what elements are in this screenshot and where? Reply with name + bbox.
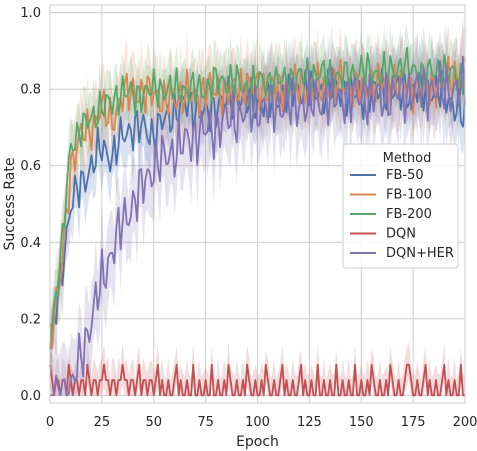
band-fb-50 — [50, 35, 465, 384]
x-tick-label: 150 — [349, 415, 374, 430]
x-axis-label: Epoch — [236, 434, 279, 450]
series-lines — [49, 46, 466, 397]
x-tick-labels: 0 25 50 75 100 125 150 175 200 — [46, 415, 477, 430]
legend-label: FB-100 — [386, 188, 432, 203]
x-tick-label: 0 — [46, 415, 54, 430]
x-tick-label: 50 — [145, 415, 162, 430]
legend-label: DQN — [386, 227, 416, 242]
x-tick-label: 200 — [453, 415, 477, 430]
y-tick-label: 0.4 — [20, 236, 41, 251]
y-tick-label: 0.0 — [20, 389, 41, 404]
y-tick-label: 0.6 — [20, 159, 41, 174]
x-tick-label: 75 — [197, 415, 214, 430]
y-axis-label: Success Rate — [2, 158, 18, 251]
legend-label: FB-50 — [386, 168, 424, 183]
plot-frame — [49, 4, 466, 404]
band-fb-100 — [50, 23, 465, 380]
x-tick-label: 100 — [245, 415, 270, 430]
x-tick-label: 25 — [94, 415, 111, 430]
x-tick-label: 175 — [401, 415, 426, 430]
band-fb-200 — [50, 22, 465, 369]
legend-items: FB-50 FB-100 FB-200 DQN DQN+HER — [350, 168, 454, 261]
y-tick-label: 1.0 — [20, 6, 41, 21]
line-fb-100 — [49, 55, 466, 350]
legend: Method FB-50 FB-100 FB-200 DQN DQN+HER — [342, 143, 459, 269]
legend-label: FB-200 — [386, 207, 432, 222]
y-tick-label: 0.8 — [20, 83, 41, 98]
x-tick-label: 125 — [297, 415, 322, 430]
y-tick-labels: 0.0 0.2 0.4 0.6 0.8 1.0 — [20, 6, 41, 404]
line-dqn — [49, 363, 465, 397]
line-fb-200 — [49, 46, 466, 345]
y-tick-label: 0.2 — [20, 312, 41, 327]
legend-label: DQN+HER — [386, 246, 454, 261]
line-dqn-her — [50, 55, 466, 397]
legend-title: Method — [383, 151, 432, 166]
